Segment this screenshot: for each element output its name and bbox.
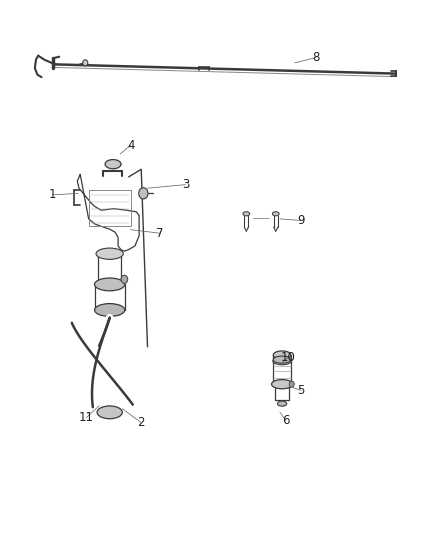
Text: 10: 10	[281, 351, 296, 364]
Ellipse shape	[105, 159, 121, 169]
Text: 8: 8	[312, 51, 319, 64]
Text: 6: 6	[282, 414, 289, 426]
Text: 1: 1	[49, 188, 57, 201]
Ellipse shape	[272, 379, 293, 389]
Text: 2: 2	[138, 416, 145, 429]
Ellipse shape	[272, 212, 279, 216]
Text: 4: 4	[127, 139, 134, 152]
Circle shape	[83, 60, 88, 66]
Ellipse shape	[95, 278, 125, 291]
Circle shape	[139, 188, 148, 199]
Ellipse shape	[95, 304, 125, 317]
Ellipse shape	[273, 358, 291, 365]
Ellipse shape	[97, 406, 122, 419]
Ellipse shape	[96, 248, 124, 260]
Text: 7: 7	[156, 227, 164, 240]
Text: 9: 9	[297, 214, 305, 227]
Ellipse shape	[277, 401, 287, 406]
Ellipse shape	[243, 212, 250, 216]
Text: 11: 11	[79, 411, 94, 424]
Ellipse shape	[273, 351, 291, 359]
Ellipse shape	[96, 279, 124, 289]
Circle shape	[289, 381, 294, 387]
Ellipse shape	[273, 356, 291, 363]
Text: 3: 3	[182, 178, 189, 191]
Circle shape	[121, 275, 128, 284]
Text: 5: 5	[297, 384, 305, 397]
